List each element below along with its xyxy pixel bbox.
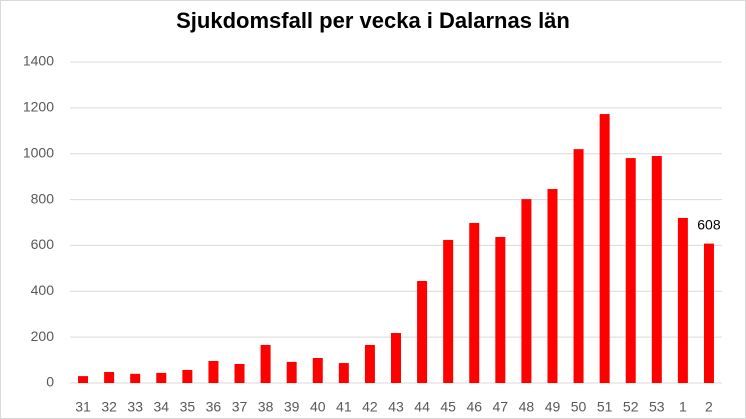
- x-tick-label: 32: [101, 399, 117, 415]
- bar: [521, 199, 532, 383]
- bar: [651, 156, 662, 383]
- x-tick-label: 40: [310, 399, 326, 415]
- y-tick-label: 1000: [23, 144, 54, 160]
- bar: [208, 360, 219, 383]
- bar: [130, 373, 141, 383]
- chart-title: Sjukdomsfall per vecka i Dalarnas län: [176, 8, 570, 33]
- y-tick-label: 0: [46, 374, 54, 390]
- x-tick-label: 34: [153, 399, 169, 415]
- x-tick-label: 47: [493, 399, 509, 415]
- y-tick-label: 800: [31, 190, 55, 206]
- x-tick-label: 48: [519, 399, 535, 415]
- y-tick-label: 200: [31, 328, 55, 344]
- bar: [599, 114, 610, 384]
- x-tick-label: 42: [362, 399, 378, 415]
- x-tick-label: 1: [679, 399, 687, 415]
- bar: [156, 372, 167, 383]
- bar: [573, 149, 584, 383]
- bar: [703, 243, 714, 383]
- x-tick-label: 31: [75, 399, 91, 415]
- x-tick-label: 51: [597, 399, 613, 415]
- bar: [78, 376, 89, 383]
- data-label: 608: [697, 216, 721, 232]
- x-tick-label: 53: [649, 399, 665, 415]
- x-tick-label: 43: [388, 399, 404, 415]
- x-tick-label: 39: [284, 399, 300, 415]
- bar: [391, 333, 401, 383]
- y-tick-label: 400: [31, 282, 55, 298]
- x-tick-label: 45: [440, 399, 456, 415]
- x-tick-label: 49: [545, 399, 561, 415]
- bar: [677, 217, 688, 383]
- bar: [469, 222, 480, 383]
- bar: [234, 363, 245, 383]
- x-tick-label: 50: [571, 399, 587, 415]
- x-tick-label: 33: [127, 399, 143, 415]
- x-tick-label: 46: [466, 399, 482, 415]
- x-tick-label: 52: [623, 399, 639, 415]
- bar: [443, 239, 454, 383]
- y-tick-label: 600: [31, 236, 55, 252]
- bar: [417, 280, 428, 383]
- x-tick-label: 41: [336, 399, 352, 415]
- y-tick-label: 1200: [23, 99, 54, 115]
- bar: [338, 363, 349, 383]
- bar: [312, 358, 323, 383]
- x-tick-label: 37: [232, 399, 248, 415]
- x-tick-label: 2: [705, 399, 713, 415]
- x-tick-label: 38: [258, 399, 274, 415]
- bar: [286, 361, 297, 383]
- bar: [495, 236, 506, 383]
- bar: [364, 344, 375, 383]
- bar: [260, 344, 271, 383]
- x-tick-label: 44: [414, 399, 430, 415]
- y-tick-label: 1400: [23, 53, 54, 69]
- bar: [182, 369, 193, 383]
- bar: [104, 371, 115, 383]
- bar: [547, 189, 558, 383]
- x-tick-label: 36: [206, 399, 222, 415]
- x-tick-label: 35: [180, 399, 196, 415]
- bar: [625, 158, 636, 383]
